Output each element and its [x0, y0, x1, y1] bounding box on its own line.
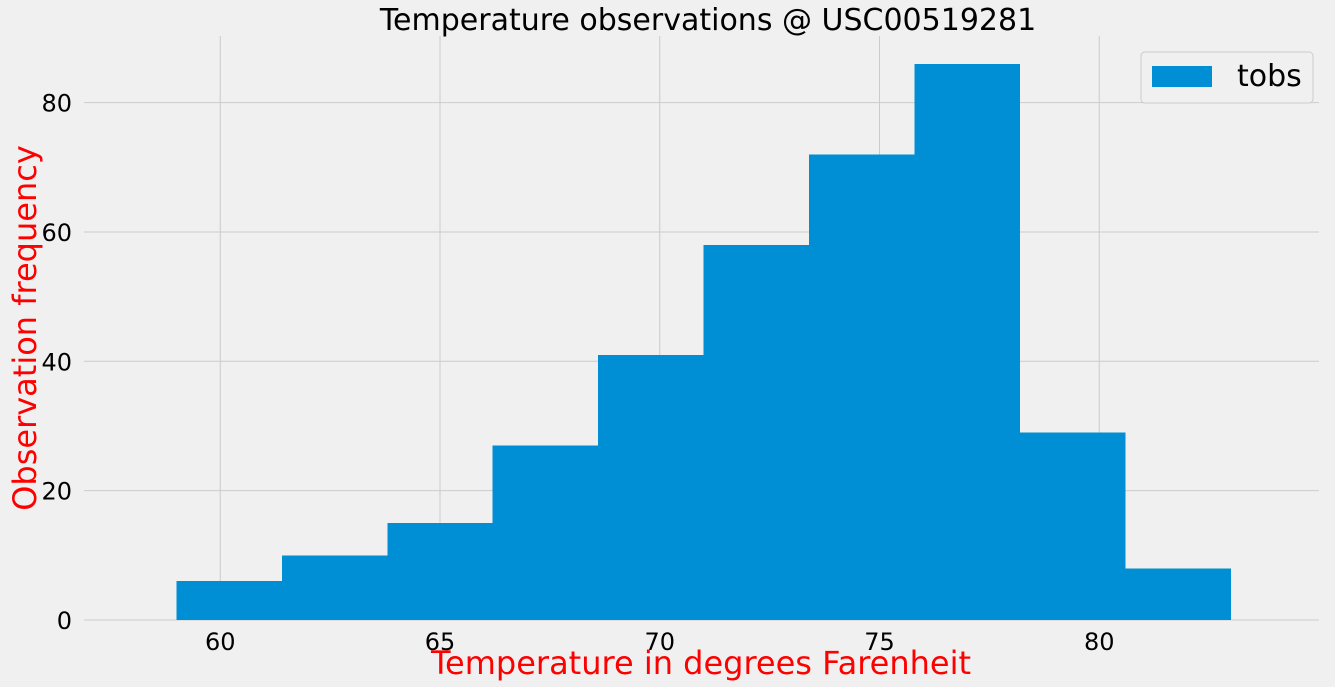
histogram-bar — [281, 555, 388, 620]
histogram-bar — [1125, 568, 1232, 620]
x-tick-labels: 60 65 70 75 80 — [205, 628, 1115, 656]
histogram-bar — [703, 244, 810, 621]
x-tick-label: 75 — [864, 628, 895, 656]
histogram-bars — [176, 63, 1232, 621]
y-tick-label: 20 — [41, 478, 72, 506]
chart-title: Temperature observations @ USC00519281 — [379, 3, 1036, 38]
x-tick-label: 65 — [425, 628, 456, 656]
histogram-bar — [492, 445, 599, 620]
legend: tobs — [1140, 51, 1314, 104]
y-tick-label: 80 — [41, 90, 72, 118]
histogram-bar — [176, 581, 282, 620]
legend-swatch — [1152, 66, 1212, 87]
histogram-bar — [1020, 432, 1126, 620]
x-tick-label: 80 — [1084, 628, 1115, 656]
y-tick-label: 0 — [57, 607, 72, 635]
histogram-bar — [809, 154, 915, 620]
x-tick-label: 70 — [644, 628, 675, 656]
y-tick-labels: 0 20 40 60 80 — [41, 90, 72, 635]
y-tick-label: 40 — [41, 348, 72, 376]
legend-box — [1140, 51, 1314, 104]
legend-label: tobs — [1237, 59, 1302, 94]
histogram-bar — [387, 522, 493, 620]
y-axis-label: Observation frequency — [6, 145, 44, 511]
x-tick-label: 60 — [205, 628, 236, 656]
histogram-bar — [598, 354, 704, 620]
y-tick-label: 60 — [41, 219, 72, 247]
histogram-bar — [914, 63, 1021, 621]
x-axis-label: Temperature in degrees Farenheit — [430, 644, 971, 682]
